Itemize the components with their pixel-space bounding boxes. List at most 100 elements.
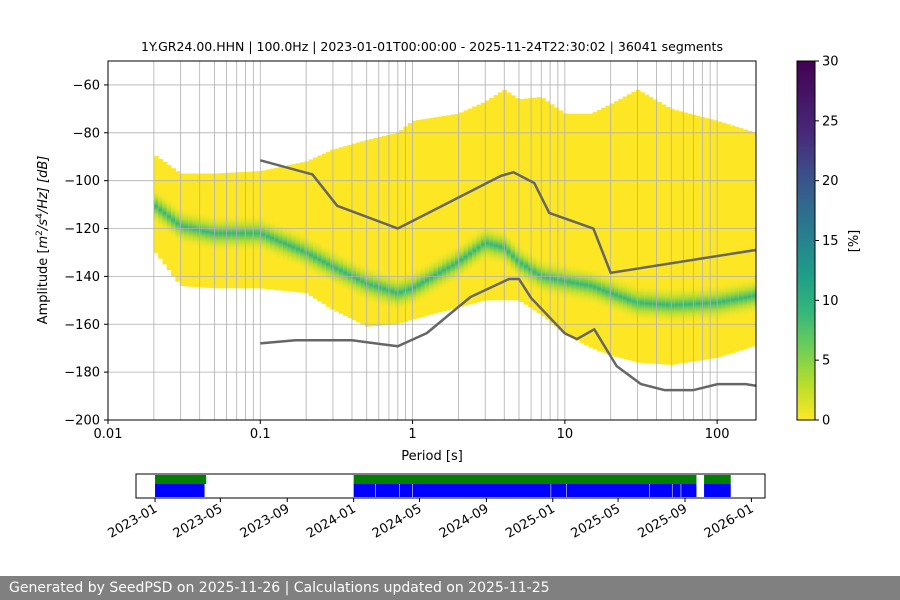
psd-mode-band: [592, 267, 598, 307]
x-tick-label: 10: [557, 427, 574, 442]
psd-density-column: [459, 112, 465, 307]
availability-blue-bar: [375, 484, 400, 497]
psd-mode-band: [166, 197, 172, 236]
psd-mode-band: [536, 255, 542, 294]
availability-green-bar: [704, 475, 731, 484]
psd-density-column: [528, 98, 533, 308]
psd-mode-band: [626, 280, 632, 319]
psd-mode-band: [631, 282, 637, 321]
psd-density-column: [566, 113, 572, 337]
availability-blue-bar: [566, 484, 650, 497]
psd-density-column: [704, 118, 710, 360]
psd-mode-band: [609, 274, 615, 313]
psd-density-column: [583, 113, 589, 346]
psd-density-column: [558, 110, 564, 331]
psd-density-column: [669, 109, 675, 365]
y-tick-label: −120: [64, 222, 100, 237]
psd-density-column: [644, 94, 650, 364]
psd-density-column: [467, 108, 473, 305]
psd-mode-band: [635, 283, 641, 322]
psd-mode-band: [321, 242, 327, 282]
psd-mode-band: [308, 235, 314, 275]
psd-mode-band: [497, 227, 503, 266]
psd-mode-band: [472, 231, 478, 270]
psd-mode-band: [368, 265, 374, 305]
psd-density-column: [622, 96, 628, 360]
psd-density-column: [614, 101, 619, 357]
chart-title: 1Y.GR24.00.HHN | 100.0Hz | 2023-01-01T00…: [141, 39, 723, 54]
psd-mode-band: [661, 285, 667, 324]
date-tick-label: 2024-09: [437, 501, 492, 541]
psd-mode-band: [179, 207, 185, 246]
psd-mode-band: [334, 249, 340, 288]
psd-mode-band: [506, 232, 512, 272]
psd-density-column: [725, 124, 731, 355]
availability-blue-bar: [681, 484, 697, 497]
availability-date-ticks: 2023-01 2023-05 2023-09 2024-01 2024-05 2024-…: [105, 498, 756, 542]
psd-density-column: [360, 141, 366, 325]
psd-plot-area: [108, 61, 756, 420]
psd-mode-band: [485, 224, 490, 263]
psd-mode-band: [476, 228, 482, 267]
psd-mode-band: [549, 259, 555, 298]
psd-density-column: [343, 146, 348, 317]
psd-mode-band: [459, 240, 465, 280]
colorbar-ticks: 0 5 10 15 20 25 30: [815, 55, 839, 429]
psd-density-column: [463, 110, 469, 306]
psd-density-column: [373, 137, 379, 326]
psd-mode-band: [467, 234, 473, 273]
psd-density-column: [368, 138, 374, 327]
psd-density-column: [571, 113, 576, 339]
availability-blue-bar: [353, 484, 376, 497]
psd-density-layer: [153, 89, 756, 365]
noise-model-layer: [259, 159, 756, 392]
psd-mode-band: [558, 261, 564, 300]
psd-density-column: [476, 104, 482, 303]
psd-mode-band: [622, 279, 628, 318]
psd-density-column: [497, 92, 503, 301]
psd-density-column: [648, 97, 654, 364]
colorbar-gradient: [797, 61, 815, 420]
psd-density-column: [635, 89, 641, 363]
psd-density-column: [519, 99, 525, 303]
psd-density-column: [493, 95, 499, 301]
availability-blue-bar: [672, 484, 681, 497]
psd-mode-band: [437, 253, 443, 292]
y-tick-label: −140: [64, 270, 100, 285]
psd-density-column: [730, 125, 736, 354]
psd-plot-frame: [107, 60, 757, 421]
psd-mode-band: [618, 277, 624, 316]
psd-density-column: [424, 118, 430, 316]
psd-mode-band: [489, 225, 495, 264]
psd-mode-band: [171, 201, 176, 240]
psd-mode-band: [480, 225, 486, 264]
psd-density-column: [665, 106, 671, 365]
psd-mode-band: [583, 265, 589, 305]
psd-density-column: [355, 142, 361, 323]
availability-bars: [155, 475, 731, 497]
psd-mode-band: [669, 285, 675, 325]
colorbar-tick-label: 20: [822, 174, 839, 189]
psd-mode-band: [420, 263, 426, 302]
psd-density-column: [450, 114, 456, 309]
x-axis-label: Period [s]: [401, 449, 463, 464]
colorbar-tick-label: 25: [822, 114, 839, 129]
footer-bar: Generated by SeedPSD on 2025-11-26 | Cal…: [0, 576, 900, 600]
psd-density-column: [639, 92, 645, 363]
psd-mode-band: [390, 272, 396, 311]
colorbar-tick-label: 15: [822, 234, 839, 249]
psd-mode-band: [695, 284, 701, 323]
psd-density-column: [588, 113, 594, 348]
psd-mode-band: [553, 260, 559, 299]
psd-mode-band: [386, 271, 391, 310]
psd-mode-band: [261, 215, 267, 254]
availability-frame: [135, 473, 766, 499]
y-tick-label: −160: [64, 318, 100, 333]
colorbar-tick-label: 10: [822, 294, 839, 309]
psd-mode-band: [235, 214, 241, 253]
y-axis-label: Amplitude [m2/s4/Hz] [dB]: [35, 156, 51, 325]
psd-mode-band: [644, 284, 650, 323]
psd-density-column: [390, 134, 396, 325]
psd-mode-band: [575, 264, 581, 303]
psd-mode-band: [377, 268, 383, 307]
